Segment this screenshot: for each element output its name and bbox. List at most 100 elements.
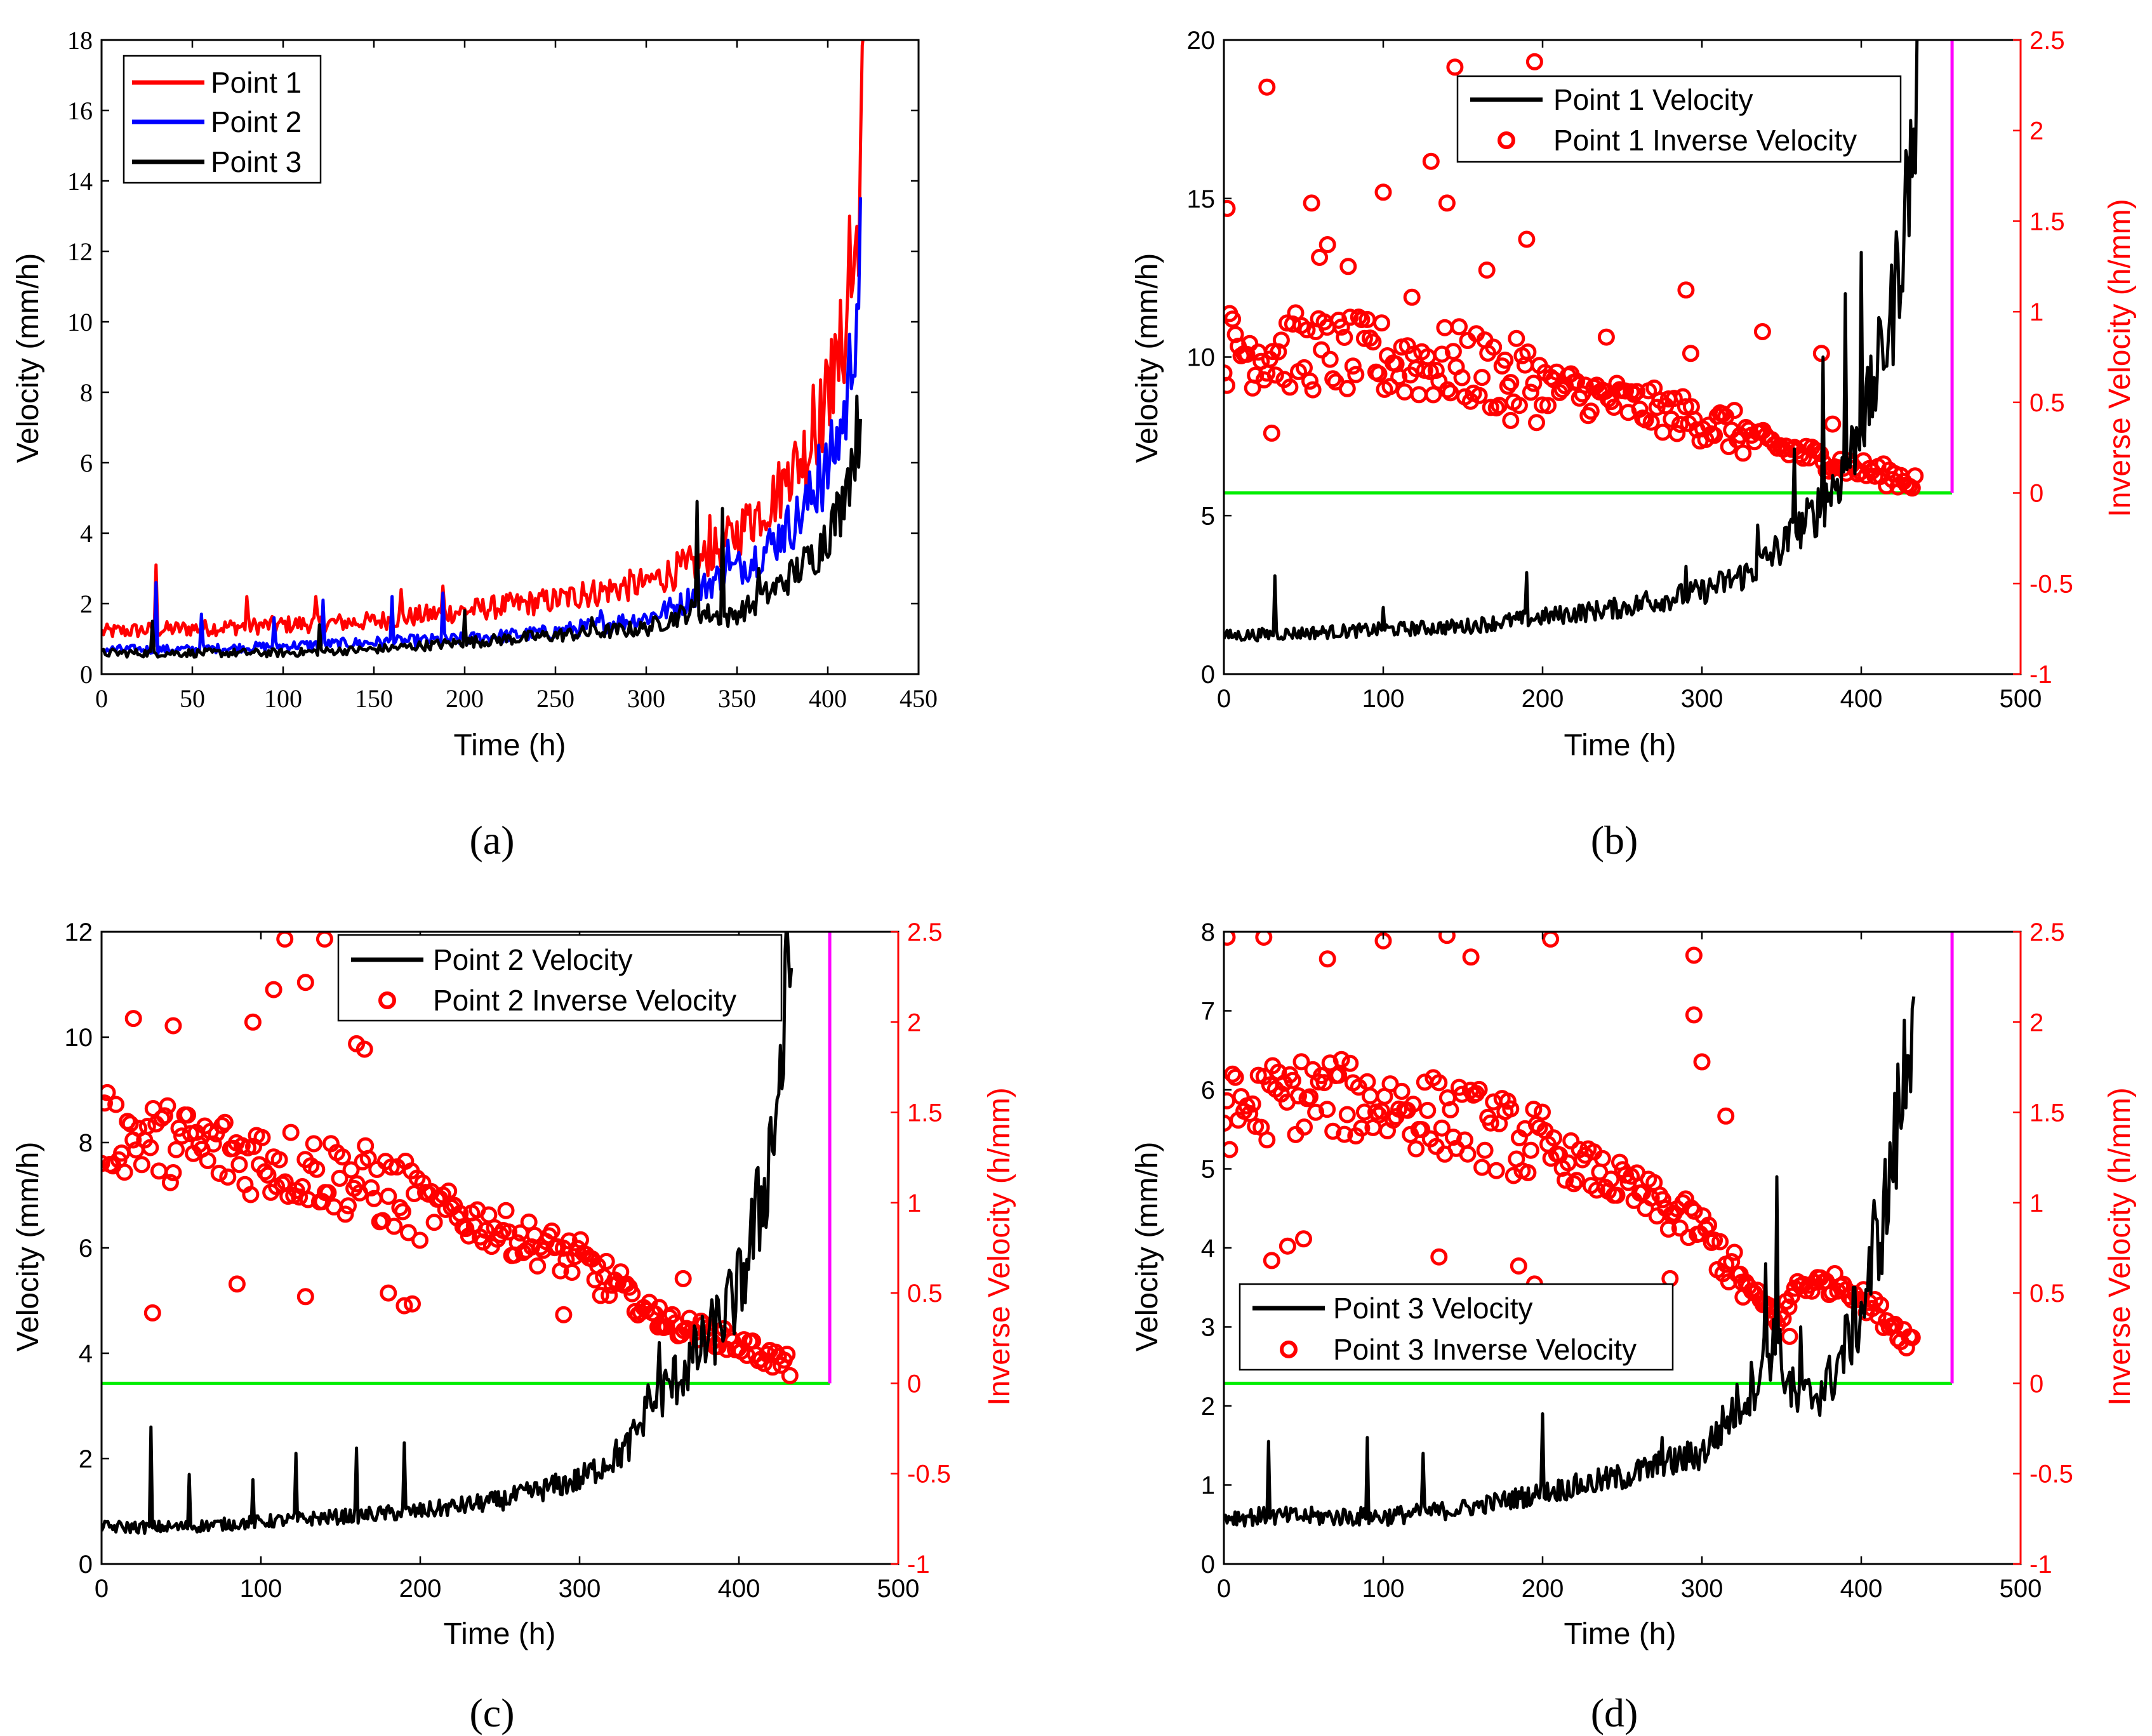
panel-a-xtick-label: 400 [809, 684, 847, 713]
panel-b-inverse-point [1390, 368, 1408, 386]
panel-d-inverse-outlier [1279, 1237, 1296, 1255]
panel-c-inverse-point [385, 1217, 403, 1235]
panel-c-inverse-point [164, 1164, 182, 1181]
panel-d-xlabel: Time (h) [1564, 1617, 1677, 1651]
panel-b-inverse-point [1338, 380, 1356, 397]
panel-d-y2tick-label: 0 [2029, 1370, 2043, 1398]
panel-c-inverse-point [142, 1139, 159, 1156]
panel-d-legend-inverse: Point 3 Inverse Velocity [1333, 1333, 1637, 1366]
panel-d-inverse-outlier [1255, 932, 1273, 946]
panel-b-inverse-point [1605, 399, 1623, 416]
panel-a-legend-point2: Point 2 [211, 105, 302, 138]
panel-a-data [102, 40, 865, 659]
panel-d-caption: (d) [1591, 1690, 1638, 1735]
panel-b-inverse-point [1370, 365, 1388, 383]
panel-c-inverse-point [156, 1107, 173, 1125]
panel-d-inverse-point [1296, 1118, 1313, 1136]
panel-c-caption: (c) [469, 1690, 514, 1735]
panel-b-inverse-point [1654, 423, 1671, 441]
panel-d-legend-swatch-inverse [1280, 1341, 1298, 1358]
panel-b-inverse-point [1427, 362, 1445, 379]
panel-b-inverse-outlier [1438, 194, 1456, 212]
panel-b-inverse-point [1539, 397, 1557, 414]
panel-d-inverse-point [1284, 1071, 1301, 1089]
panel-b-legend-inverse: Point 1 Inverse Velocity [1553, 124, 1857, 157]
panel-c-inverse-point [213, 1116, 231, 1134]
panel-c-xtick-label: 100 [240, 1575, 282, 1603]
panel-b-inverse-point [1373, 314, 1390, 332]
panel-c-inverse-outlier [276, 932, 294, 948]
panel-b-inverse-point [1508, 329, 1525, 347]
panel-b-inverse-outlier [1303, 194, 1320, 212]
panel-b-inverse-point [1576, 376, 1594, 394]
panel-b-inverse-point [1341, 308, 1359, 326]
panel-d-inverse-outlier [1781, 1327, 1798, 1345]
panel-d-inverse-point [1301, 1088, 1318, 1106]
panel-d-inverse-point [1430, 1074, 1448, 1092]
panel-b-inverse-outlier [1422, 152, 1440, 170]
panel-d-legend-box [1239, 1283, 1674, 1371]
panel-d-inverse-point [1244, 1095, 1261, 1113]
panel-c-inverse-point [778, 1346, 796, 1363]
panel-b-inverse-outlier [1525, 53, 1543, 70]
panel-c-xlabel: Time (h) [444, 1617, 556, 1651]
panel-b-inverse-point [1430, 373, 1448, 390]
panel-a-ytick-label: 16 [67, 96, 93, 125]
panel-a-xtick-label: 350 [718, 684, 756, 713]
panel-c-inverse-point [102, 1094, 113, 1112]
panel-b-inverse-outlier [1753, 323, 1771, 340]
panel-d-inverse-point [1224, 1141, 1239, 1158]
panel-d-y2tick-label: 2.5 [2029, 918, 2065, 946]
panel-c-inverse-point [253, 1129, 271, 1146]
panel-b-plot-area [1224, 40, 1954, 643]
panel-c-data [102, 932, 832, 1535]
panel-c-inverse-point [282, 1123, 300, 1141]
panel-b-inverse-point [1866, 467, 1884, 485]
panel-c-inverse-point [663, 1306, 681, 1323]
panel-b-legend-swatch-inverse [1498, 131, 1515, 149]
panel-d-inverse-outlier [1685, 946, 1703, 964]
panel-b-inverse-point [1519, 343, 1537, 361]
panel-d-y2tick-label: 1 [2029, 1189, 2043, 1217]
panel-b-data [1224, 40, 1954, 643]
panel-a: 0 50 100 150 200 250 300 350 400 450 0 2 4 6 8 10 12 14 16… [11, 26, 938, 863]
panel-c-inverse-point [368, 1160, 386, 1178]
panel-d-inverse-point [1393, 1082, 1411, 1100]
panel-d-ytick-label: 6 [1201, 1077, 1215, 1104]
panel-c-inverse-point [592, 1287, 609, 1304]
panel-b-inverse-point [1502, 374, 1520, 392]
panel-d-xtick-label: 0 [1217, 1575, 1231, 1603]
panel-b-inverse-point [1410, 386, 1428, 404]
panel-b-ylabel: Velocity (mm/h) [1131, 253, 1164, 463]
panel-b-inverse-point [1725, 402, 1743, 420]
panel-b-inverse-point [1436, 319, 1454, 336]
panel-d-velocity-line [1224, 996, 1916, 1528]
panel-c-inverse-point [270, 1151, 288, 1169]
panel-c-y2tick-label: 0 [907, 1370, 921, 1398]
panel-a-series-point1 [102, 40, 865, 639]
panel-b-y2tick-label: -1 [2029, 661, 2052, 689]
panel-d-y2tick-label: 2 [2029, 1009, 2043, 1037]
panel-a-xtick-label: 50 [180, 684, 205, 713]
panel-b-xtick-label: 400 [1840, 685, 1883, 713]
panel-a-ytick-label: 18 [67, 26, 93, 55]
panel-a-xtick-label: 100 [264, 684, 302, 713]
panel-c-legend-box [337, 934, 783, 1022]
panel-b-inverse-point [1272, 331, 1290, 349]
panel-b-legend-box [1456, 75, 1902, 163]
panel-d-inverse-point [1338, 1106, 1356, 1123]
panel-d-inverse-point [1419, 1101, 1437, 1119]
panel-b-inverse-point [1528, 414, 1545, 432]
panel-c-ytick-label: 12 [65, 918, 93, 946]
panel-d-inverse-point [1470, 1080, 1488, 1098]
panel-d-xtick-label: 100 [1362, 1575, 1405, 1603]
panel-b-inverse-point [1336, 329, 1353, 346]
panel-d-ytick-label: 4 [1201, 1235, 1215, 1262]
panel-d-inverse-point [1292, 1053, 1310, 1071]
panel-c-inverse-point [500, 1223, 518, 1241]
panel-d-ytick-label: 3 [1201, 1314, 1215, 1342]
panel-b-y2tick-label: 2.5 [2029, 27, 2065, 55]
panel-b-inverse-point [1353, 311, 1371, 328]
panel-b-inverse-point [1304, 381, 1322, 399]
panel-c-legend-velocity: Point 2 Velocity [433, 943, 633, 976]
